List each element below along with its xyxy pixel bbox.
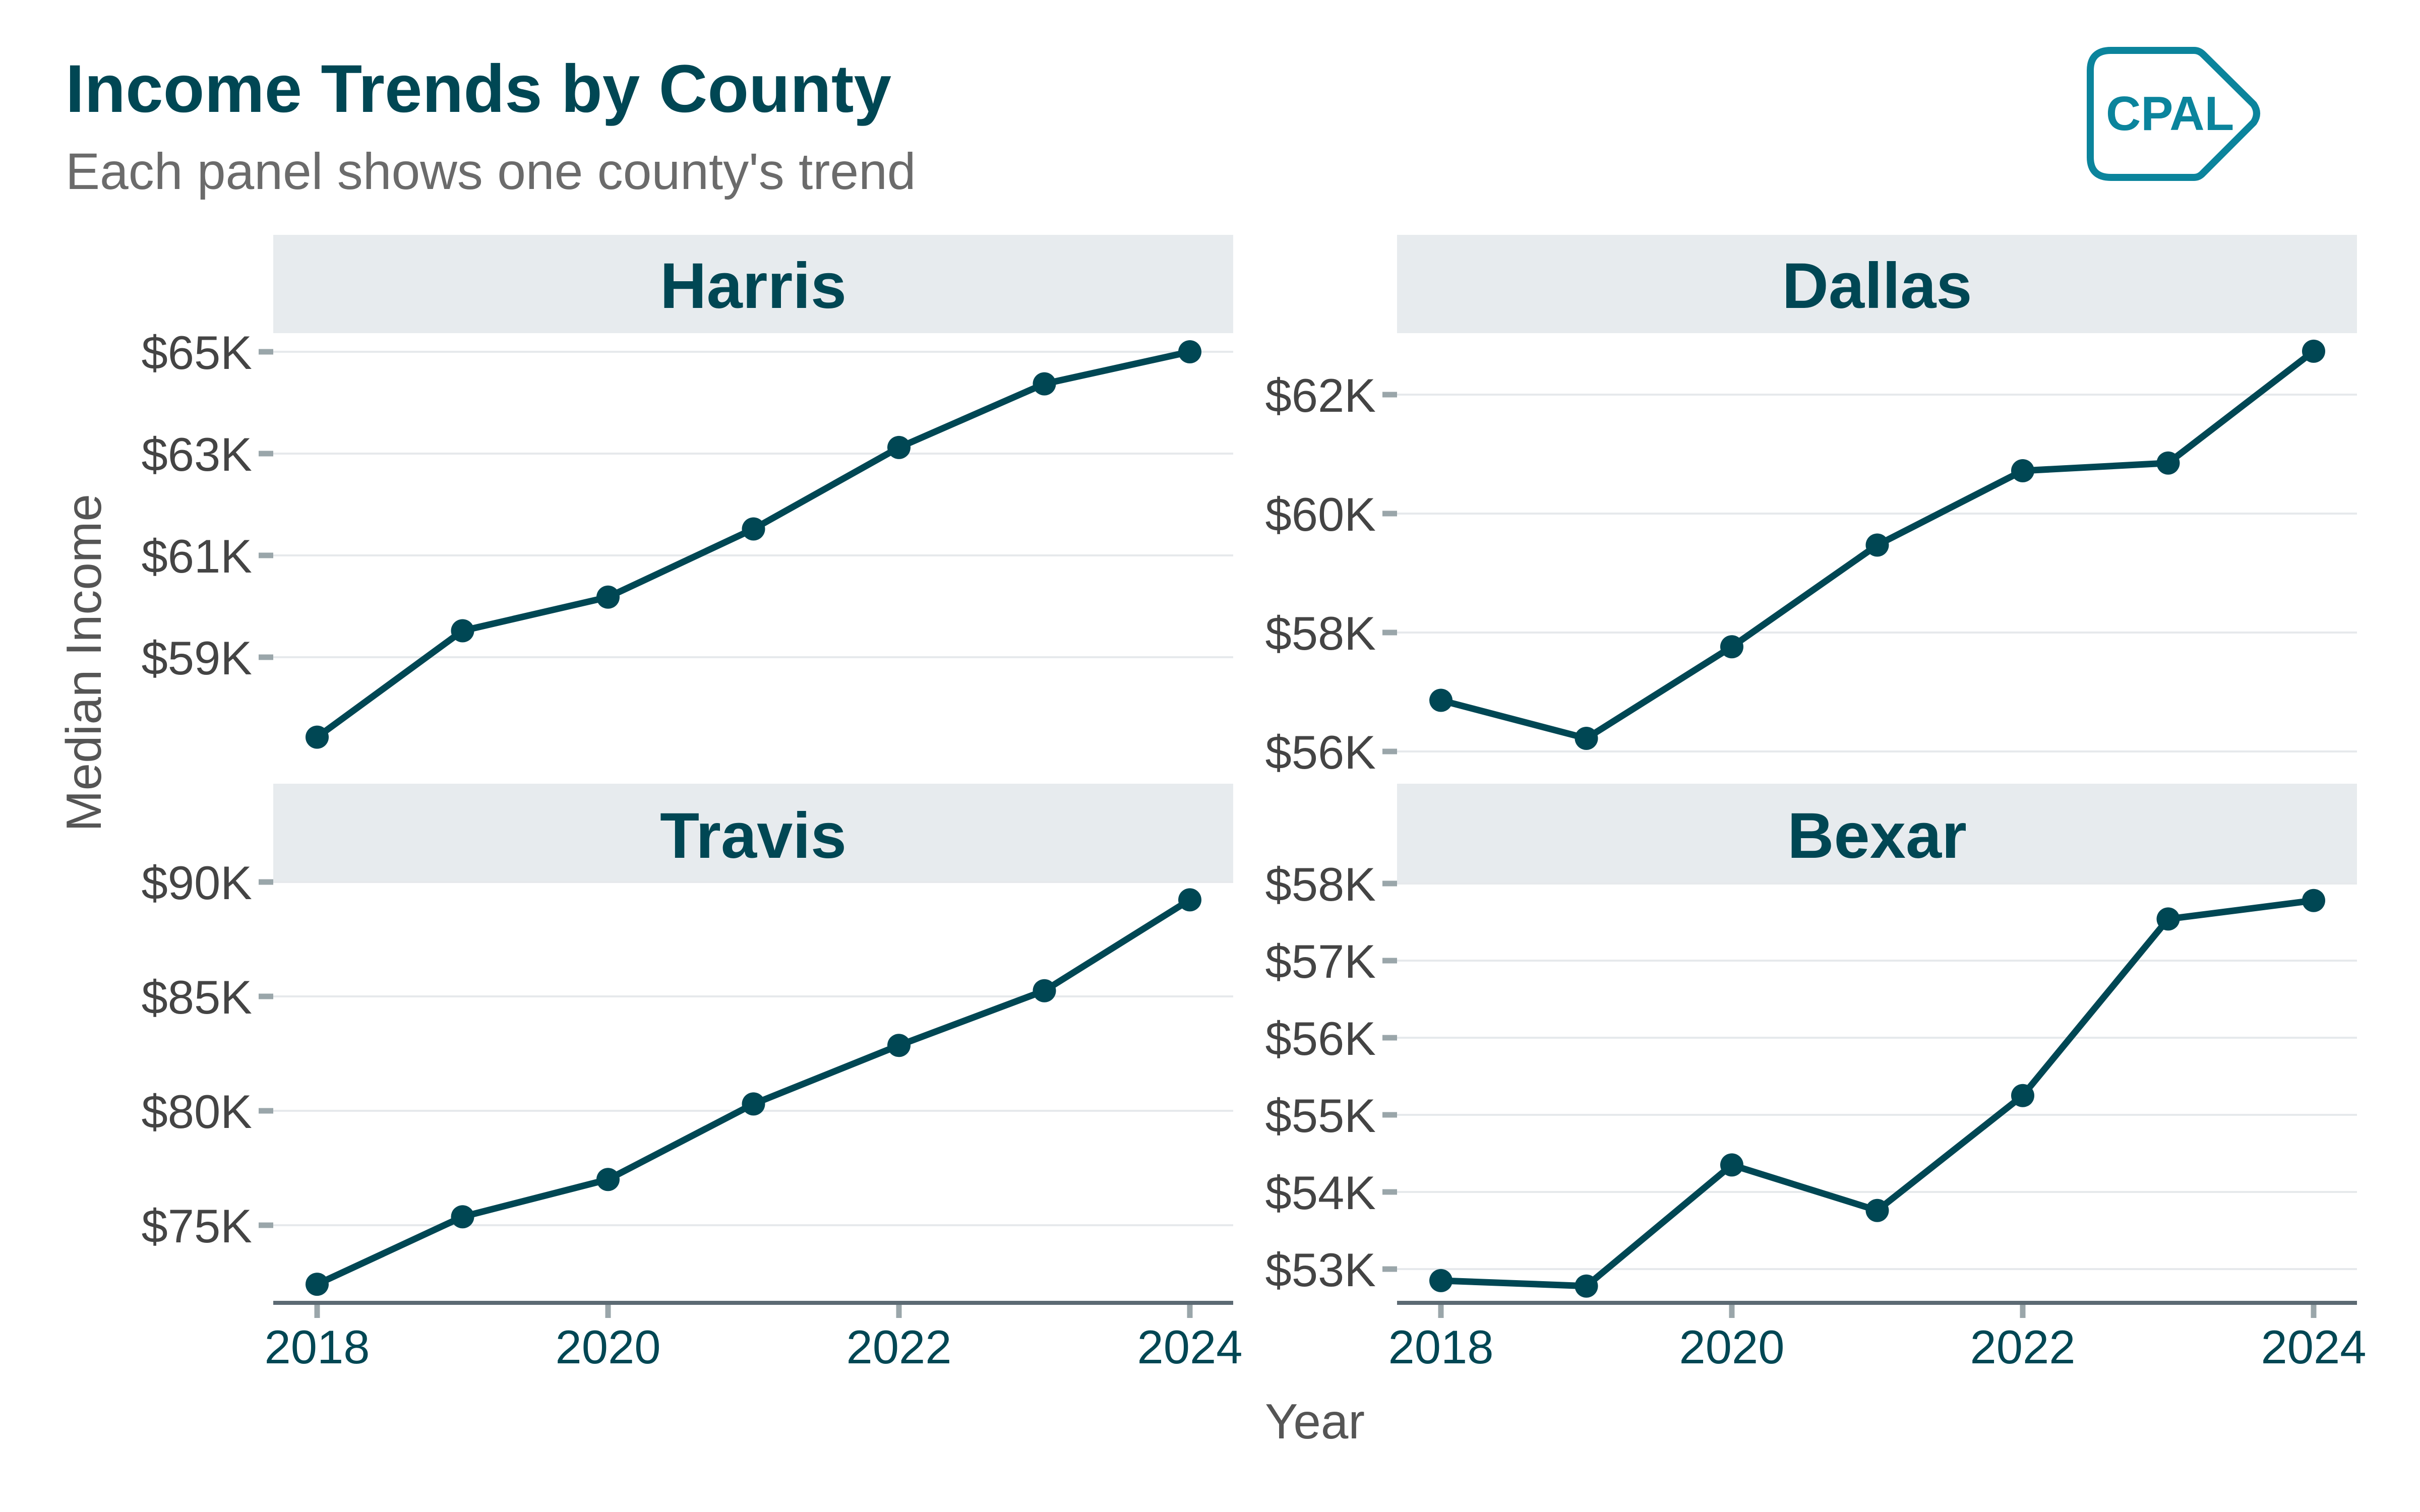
data-point xyxy=(1865,533,1889,557)
data-point xyxy=(1720,635,1743,659)
panel-dallas: Dallas $56K $58K $60K $62K xyxy=(1265,235,2357,779)
series-line-harris xyxy=(315,348,1191,740)
data-point xyxy=(1033,372,1056,396)
x-axis-title: Year xyxy=(1265,1394,1365,1449)
chart-title: Income Trends by County xyxy=(66,51,891,127)
y-tick-label: $53K xyxy=(1265,1243,1376,1296)
panel-harris: Harris $59K $61K $63K $65K xyxy=(141,235,1233,749)
data-point xyxy=(596,585,620,609)
series-line-travis xyxy=(316,897,1192,1287)
y-tick-label: $65K xyxy=(141,326,252,379)
y-tick-label: $57K xyxy=(1265,935,1376,988)
panel-bexar: Bexar $53K $54K $55K $56K $57K $58K 2018 2020 202… xyxy=(1265,784,2367,1373)
data-point xyxy=(451,1205,474,1229)
facet-strip xyxy=(273,235,1233,333)
y-tick-label: $61K xyxy=(141,530,252,583)
y-tick-label: $59K xyxy=(141,632,252,684)
data-point xyxy=(1575,1274,1598,1298)
data-point xyxy=(2302,339,2325,363)
logo-text: CPAL xyxy=(2106,87,2234,141)
data-point xyxy=(1575,727,1598,750)
facet-strip-label: Dallas xyxy=(1782,250,1972,322)
data-point xyxy=(1033,979,1056,1002)
x-tick-label: 2018 xyxy=(1388,1320,1493,1373)
cpal-logo: CPAL xyxy=(2087,47,2260,181)
y-tick-label: $75K xyxy=(141,1200,252,1252)
chart-subtitle: Each panel shows one county's trend xyxy=(66,143,916,200)
data-point xyxy=(887,435,911,459)
y-tick-label: $60K xyxy=(1265,488,1376,541)
facet-strip-label: Bexar xyxy=(1787,800,1967,872)
y-tick-label: $54K xyxy=(1265,1166,1376,1219)
x-tick-label: 2022 xyxy=(1970,1320,2075,1373)
panel-travis: Travis $75K $80K $85K $90K 2018 2020 2022 2024 xyxy=(141,784,1243,1373)
data-point xyxy=(742,1092,765,1116)
y-tick-label: $56K xyxy=(1265,726,1376,779)
x-tick-label: 2022 xyxy=(846,1320,951,1373)
facet-strip-label: Travis xyxy=(660,800,846,872)
y-tick-label: $58K xyxy=(1265,607,1376,660)
y-tick-label: $85K xyxy=(141,971,252,1024)
y-axis-title: Median Income xyxy=(56,494,111,832)
facet-strip xyxy=(1397,235,2357,333)
y-tick-label: $63K xyxy=(141,428,252,481)
data-point xyxy=(1720,1153,1743,1177)
y-tick-label: $56K xyxy=(1265,1012,1376,1065)
data-point xyxy=(2302,889,2325,912)
data-point xyxy=(1178,888,1201,912)
y-tick-label: $58K xyxy=(1265,858,1376,911)
data-point xyxy=(2011,459,2034,482)
data-point xyxy=(1429,1269,1453,1292)
data-point xyxy=(2156,907,2180,931)
facet-strip xyxy=(1397,784,2357,883)
facet-strip-label: Harris xyxy=(660,250,846,322)
y-tick-label: $55K xyxy=(1265,1089,1376,1142)
data-point xyxy=(742,517,765,541)
logo-tag-outline xyxy=(2087,47,2260,181)
facet-panels: Harris $59K $61K $63K $65K Dallas $56K $58K $60K… xyxy=(141,235,2367,1373)
x-tick-label: 2018 xyxy=(264,1320,370,1373)
data-point xyxy=(451,619,474,643)
data-point xyxy=(2011,1084,2034,1107)
y-tick-label: $62K xyxy=(1265,369,1376,422)
series-line-bexar xyxy=(1440,897,2314,1290)
data-point xyxy=(1865,1199,1889,1222)
x-tick-label: 2024 xyxy=(2261,1320,2366,1373)
y-tick-label: $80K xyxy=(141,1085,252,1138)
data-point xyxy=(1178,340,1201,363)
x-tick-label: 2024 xyxy=(1137,1320,1242,1373)
x-tick-label: 2020 xyxy=(1679,1320,1784,1373)
x-tick-label: 2020 xyxy=(555,1320,660,1373)
facet-strip xyxy=(273,784,1233,883)
data-point xyxy=(1429,688,1453,712)
data-point xyxy=(306,725,329,749)
y-tick-label: $90K xyxy=(141,856,252,909)
data-point xyxy=(596,1168,620,1191)
data-point xyxy=(2156,451,2180,475)
data-point xyxy=(887,1034,911,1057)
data-point xyxy=(306,1273,329,1296)
